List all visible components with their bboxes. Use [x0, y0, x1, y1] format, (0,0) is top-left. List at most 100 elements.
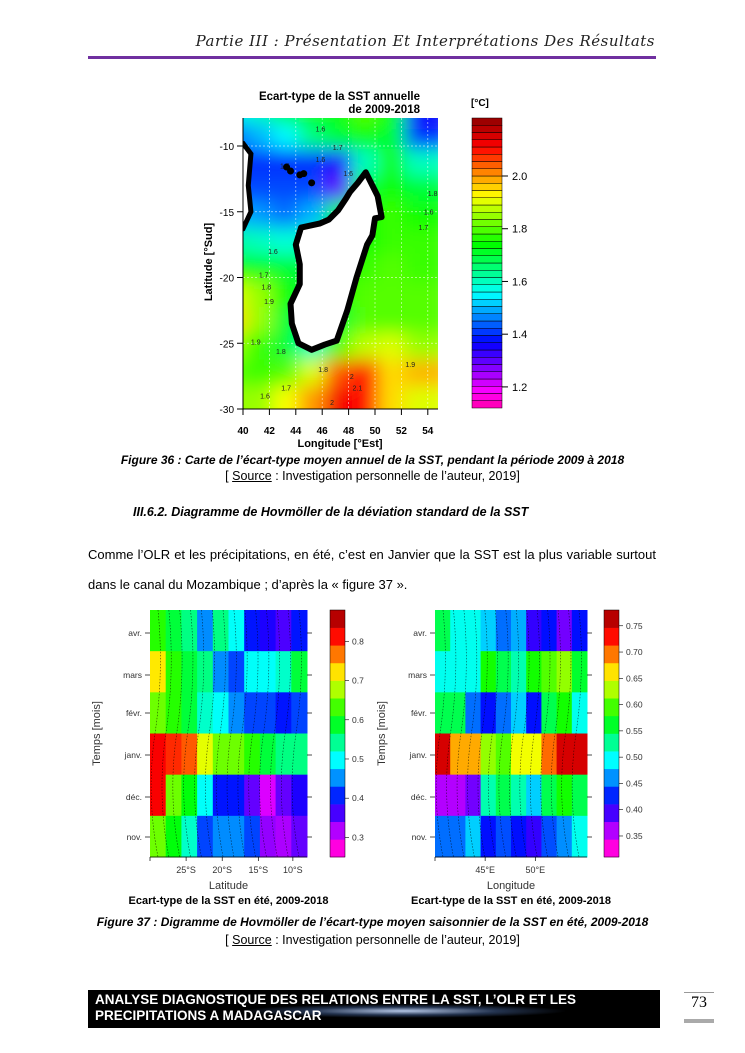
contour-line: [488, 609, 499, 858]
x-tick-label: 40: [237, 426, 249, 437]
hovmoller-cell: [212, 692, 229, 734]
hovmoller-cell: [212, 610, 229, 652]
hovmoller-cell: [291, 733, 308, 776]
hovmoller-cell: [495, 692, 512, 734]
hovmoller-cell: [150, 815, 167, 858]
contour-label: 1.7: [333, 145, 343, 152]
colorbar-band: [471, 320, 503, 329]
colorbar-band: [471, 262, 503, 271]
hovmoller-cell: [165, 651, 182, 693]
colorbar-band: [471, 226, 503, 235]
contour-line: [477, 609, 488, 858]
colorbar-tick-label: 1.8: [512, 224, 527, 236]
figure-37-source: [ Source : Investigation personnelle de …: [0, 933, 745, 947]
colorbar-band: [330, 698, 345, 717]
y-axis-label: Temps [mois]: [91, 701, 103, 766]
colorbar-band: [471, 175, 503, 184]
contour-line: [237, 609, 248, 858]
colorbar-band: [471, 248, 503, 256]
hovmoller-cell: [435, 610, 451, 652]
month-label: mars: [408, 670, 427, 680]
colorbar-tick-label: 2.0: [512, 171, 527, 183]
colorbar-tick-label: 0.60: [626, 700, 643, 710]
hovmoller-cell: [197, 815, 214, 858]
land-mask: [243, 140, 385, 353]
map-xlabel: Longitude [°Est]: [297, 438, 382, 450]
y-tick-label: -10: [220, 142, 235, 153]
hovmoller-cell: [526, 774, 542, 817]
hovmoller-cell: [197, 651, 214, 693]
hovmoller-cell: [495, 651, 512, 693]
hovmoller-cell: [150, 610, 167, 652]
source-word: Source: [232, 469, 272, 483]
hovmoller-cell: [556, 733, 573, 776]
contour-label: 1.9: [251, 340, 261, 347]
colorbar-tick-label: 0.35: [626, 831, 643, 841]
month-label: nov.: [127, 832, 142, 842]
source-word: Source: [232, 933, 272, 947]
x-axis-label: Latitude: [209, 880, 248, 892]
colorbar-tick-label: 0.5: [352, 754, 364, 764]
figure-36-source: [ Source : Investigation personnelle de …: [0, 469, 745, 483]
figure-36-map: Ecart-type de la SST annuelle de 2009-20…: [203, 91, 527, 450]
colorbar-band: [471, 212, 503, 220]
map-axes: 40 42 44 46 48 50 52 54 -10 -15 -20 -25 -30: [220, 118, 438, 437]
y-axis-label: Temps [mois]: [376, 701, 388, 766]
colorbar-tick-label: 0.4: [352, 793, 364, 803]
hovmoller-cell: [571, 733, 588, 776]
colorbar-tick-label: 0.3: [352, 832, 364, 842]
header-divider: [88, 56, 656, 59]
contour-line: [194, 609, 205, 858]
contour-line: [498, 609, 509, 858]
contour-line: [291, 609, 302, 858]
hovmoller-cell: [228, 692, 245, 734]
hovmoller-cell: [291, 651, 308, 693]
hovmoller-cell: [197, 774, 214, 817]
hovmoller-cell: [197, 733, 214, 776]
hovmoller-cell: [165, 610, 182, 652]
colorbar-band: [471, 328, 503, 336]
colorbar-frame: [329, 609, 346, 858]
hovmoller-cell: [511, 733, 527, 776]
running-header: Partie III : Présentation Et Interprétat…: [195, 32, 655, 50]
month-label: févr.: [126, 708, 142, 718]
colorbar-band: [471, 306, 503, 314]
colorbar-band: [471, 117, 503, 126]
colorbar-band: [471, 270, 503, 278]
panel-title: Ecart-type de la SST en été, 2009-2018: [411, 895, 611, 907]
hovmoller-cell: [541, 815, 558, 858]
figure-37-caption: Figure 37 : Digramme de Hovmöller de l’é…: [96, 915, 649, 929]
y-tick-label: -15: [220, 208, 235, 219]
colorbar-tick-label: 0.75: [626, 621, 643, 631]
hovmoller-cell: [511, 774, 527, 817]
contour-line: [561, 609, 572, 858]
hovmoller-cell: [450, 610, 466, 652]
contour-line: [446, 609, 457, 858]
hovmoller-cell: [465, 815, 482, 858]
hovmoller-cell: [244, 692, 261, 734]
hovmoller-cell: [259, 815, 277, 858]
source-bracket: [: [225, 933, 233, 947]
x-tick-label: 45°E: [475, 865, 495, 875]
hovmoller-cell: [465, 651, 482, 693]
x-tick-label: 10°S: [283, 865, 303, 875]
africa-coast: [243, 140, 254, 232]
hovmoller-cell: [259, 774, 277, 817]
colorbar-band: [471, 371, 503, 380]
hovmoller-cell: [450, 774, 466, 817]
contour-label: 1.6: [268, 249, 278, 256]
section-heading: III.6.2. Diagramme de Hovmöller de la dé…: [133, 505, 529, 519]
colorbar-band: [471, 161, 503, 169]
x-tick-label: 15°S: [249, 865, 269, 875]
hovmoller-cell: [541, 610, 558, 652]
footer-line-2: PRECIPITATIONS A MADAGASCAR: [95, 1008, 322, 1023]
hovmoller-cell: [212, 733, 229, 776]
colorbar-band: [604, 680, 619, 699]
colorbar-band: [604, 786, 619, 805]
hovmoller-cell: [228, 610, 245, 652]
x-tick-label: 20°S: [212, 865, 232, 875]
contour-label: 1.7: [419, 225, 429, 232]
colorbar-band: [604, 698, 619, 717]
comoros-island: [287, 167, 295, 175]
x-tick-label: 52: [396, 426, 408, 437]
